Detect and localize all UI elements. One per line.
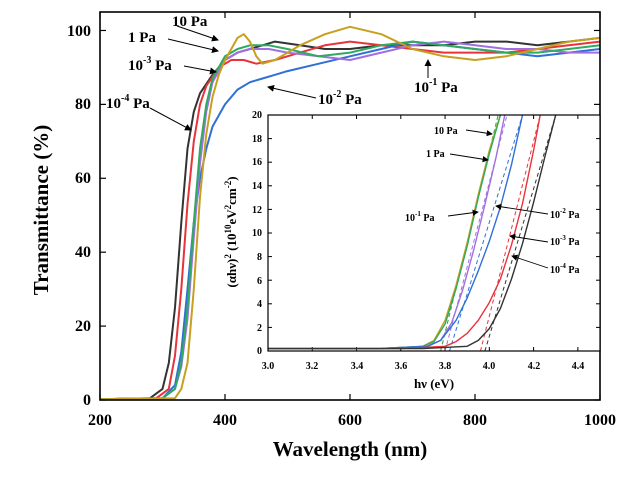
inset-y-tick-label: 2 bbox=[257, 323, 262, 334]
inset-x-tick-label: 3.4 bbox=[351, 361, 364, 372]
fit-line bbox=[484, 115, 557, 351]
fit-line bbox=[449, 115, 524, 351]
inset-annotations: 10 Pa 1 Pa 10-1 Pa 10-2 Pa 10-3 Pa 10-4 … bbox=[405, 126, 579, 276]
inset-y-tick-label: 6 bbox=[257, 276, 262, 287]
main-y-tick-label: 60 bbox=[75, 170, 91, 187]
inset-y-axis-title: (αhν)2 (1010eV2cm-2) bbox=[223, 176, 239, 287]
main-y-tick-label: 100 bbox=[67, 23, 91, 40]
annotation-arrow bbox=[267, 84, 317, 99]
series-line-10e-3-pa bbox=[100, 40, 600, 400]
main-annotation-1pa: 1 Pa bbox=[128, 30, 156, 46]
series-line-10e-2-pa bbox=[268, 115, 524, 350]
inset-y-tick-label: 18 bbox=[252, 134, 262, 145]
inset-annotation-1e-3pa: 10-3 Pa bbox=[550, 234, 579, 248]
inset-background bbox=[268, 115, 600, 351]
inset-x-tick-label: 4.4 bbox=[572, 361, 585, 372]
series-line-10e-4-pa bbox=[100, 36, 600, 400]
series-line-10e-3-pa bbox=[268, 115, 541, 350]
inset-annotation-1e-4pa: 10-4 Pa bbox=[550, 262, 579, 276]
series-line-10e-4-pa bbox=[268, 115, 557, 350]
main-x-tick-label: 1000 bbox=[584, 412, 616, 429]
inset-y-tick-label: 20 bbox=[252, 110, 262, 121]
inset-x-tick-label: 4.2 bbox=[528, 361, 541, 372]
main-x-axis-title: Wavelength (nm) bbox=[273, 437, 428, 461]
main-plot: 200 400 600 800 1000 0 20 40 60 80 100 W… bbox=[29, 11, 616, 461]
inset-y-tick-label: 16 bbox=[252, 157, 262, 168]
annotation-arrow bbox=[495, 203, 549, 215]
inset-x-axis-title: hν (eV) bbox=[414, 376, 454, 391]
annotation-arrow bbox=[447, 209, 479, 217]
inset-y-tick-label: 14 bbox=[252, 181, 262, 192]
main-y-tick-label: 0 bbox=[83, 392, 91, 409]
main-x-tick-label: 600 bbox=[338, 412, 362, 429]
annotation-arrow bbox=[511, 254, 549, 269]
main-annotation-1e-4pa: 10-4 Pa bbox=[106, 93, 150, 112]
inset-y-tick-label: 4 bbox=[257, 299, 262, 310]
annotation-arrow bbox=[465, 129, 493, 137]
main-annotation-1e-3pa: 10-3 Pa bbox=[128, 55, 172, 74]
inset-x-tick-label: 3.8 bbox=[439, 361, 452, 372]
inset-y-tick-label: 8 bbox=[257, 252, 262, 263]
series-line-1-pa bbox=[100, 40, 600, 400]
main-annotation-1e-1pa: 10-1 Pa bbox=[414, 77, 458, 96]
inset-y-tick-label: 0 bbox=[257, 346, 262, 357]
annotation-arrow bbox=[149, 107, 192, 131]
inset-x-tick-label: 3.2 bbox=[306, 361, 319, 372]
annotation-arrow bbox=[167, 38, 219, 54]
main-series bbox=[100, 25, 600, 400]
series-line-10e-1-pa bbox=[100, 40, 600, 400]
fit-line bbox=[479, 115, 541, 351]
main-y-axis-title: Transmittance (%) bbox=[29, 125, 53, 296]
main-y-tick-label: 20 bbox=[75, 318, 91, 335]
inset-frame bbox=[267, 114, 601, 352]
main-y-tick-label: 80 bbox=[75, 96, 91, 113]
inset-annotation-1e-2pa: 10-2 Pa bbox=[550, 207, 579, 221]
inset-x-tick-label: 3.0 bbox=[262, 361, 275, 372]
series-line-10-pa bbox=[100, 25, 600, 400]
main-x-tick-label: 200 bbox=[88, 412, 112, 429]
inset-annotation-1e-1pa: 10-1 Pa bbox=[405, 210, 434, 224]
main-annotation-10pa: 10 Pa bbox=[172, 14, 208, 30]
inset-x-tick-label: 3.6 bbox=[395, 361, 408, 372]
inset-series bbox=[268, 115, 557, 351]
main-x-tick-label: 800 bbox=[463, 412, 487, 429]
inset-y-tick-label: 10 bbox=[252, 228, 262, 239]
annotation-arrow bbox=[183, 65, 217, 75]
inset-annotation-1pa: 1 Pa bbox=[426, 149, 445, 160]
inset-y-tick-label: 12 bbox=[252, 205, 262, 216]
inset-x-tick-label: 4.0 bbox=[483, 361, 496, 372]
main-x-tick-label: 400 bbox=[213, 412, 237, 429]
main-y-tick-label: 40 bbox=[75, 244, 91, 261]
annotation-arrow bbox=[509, 233, 549, 243]
main-annotations: 10 Pa 1 Pa 10-3 Pa 10-4 Pa 10-2 Pa 10-1 … bbox=[106, 14, 458, 131]
main-annotation-1e-2pa: 10-2 Pa bbox=[318, 89, 362, 108]
inset-plot: 3.0 3.2 3.4 3.6 3.8 4.0 4.2 4.4 0 2 4 6 … bbox=[223, 110, 601, 391]
annotation-arrow bbox=[176, 25, 219, 42]
inset-annotation-10pa: 10 Pa bbox=[434, 126, 458, 137]
annotation-arrow bbox=[449, 153, 489, 163]
